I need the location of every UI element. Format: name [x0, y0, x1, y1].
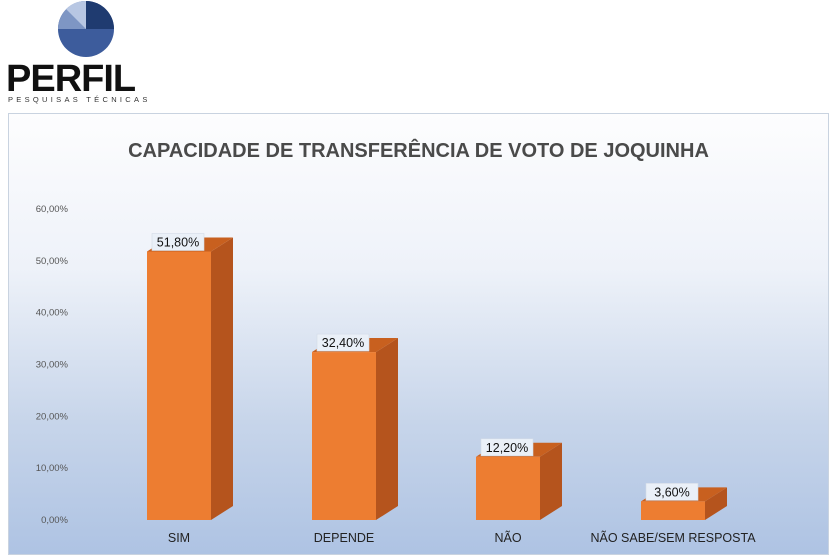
bar-side: [705, 487, 727, 520]
chart-title: CAPACIDADE DE TRANSFERÊNCIA DE VOTO DE J…: [128, 140, 709, 162]
x-category-label: DEPENDE: [314, 531, 374, 545]
y-tick-label: 10,00%: [36, 463, 69, 474]
data-label: 3,60%: [654, 485, 689, 499]
bar: [641, 501, 705, 520]
perfil-logo: PERFIL PESQUISAS TÉCNICAS: [0, 0, 180, 108]
x-category-label: NÃO: [494, 531, 521, 545]
chart-panel: CAPACIDADE DE TRANSFERÊNCIA DE VOTO DE J…: [8, 113, 829, 555]
logo-pie-icon: [58, 0, 114, 57]
y-tick-label: 20,00%: [36, 411, 69, 422]
y-tick-label: 0,00%: [41, 515, 68, 526]
y-tick-label: 50,00%: [36, 256, 69, 267]
logo-tagline: PESQUISAS TÉCNICAS: [8, 95, 151, 104]
data-label: 32,40%: [322, 336, 364, 350]
bar-side: [540, 442, 562, 520]
y-tick-label: 60,00%: [36, 204, 69, 215]
data-label-box: [316, 333, 370, 352]
x-category-label: SIM: [168, 531, 190, 545]
data-label-box: [480, 438, 534, 457]
bar: [476, 456, 540, 520]
logo-wordmark: PERFIL: [6, 58, 136, 100]
data-label-box: [151, 233, 205, 251]
data-label: 12,20%: [486, 441, 528, 455]
bar-chart: 0,00% 10,00% 20,00% 30,00% 40,00% 50,00% 60,00…: [36, 204, 756, 545]
bar: [147, 251, 211, 520]
data-label: 51,80%: [157, 236, 199, 250]
data-label-box: [645, 483, 699, 501]
y-tick-label: 40,00%: [36, 308, 69, 319]
x-category-label: NÃO SABE/SEM RESPOSTA: [590, 531, 756, 545]
bar-side: [376, 338, 398, 520]
y-tick-label: 30,00%: [36, 360, 69, 371]
bar: [312, 352, 376, 520]
bar-side: [211, 237, 233, 520]
